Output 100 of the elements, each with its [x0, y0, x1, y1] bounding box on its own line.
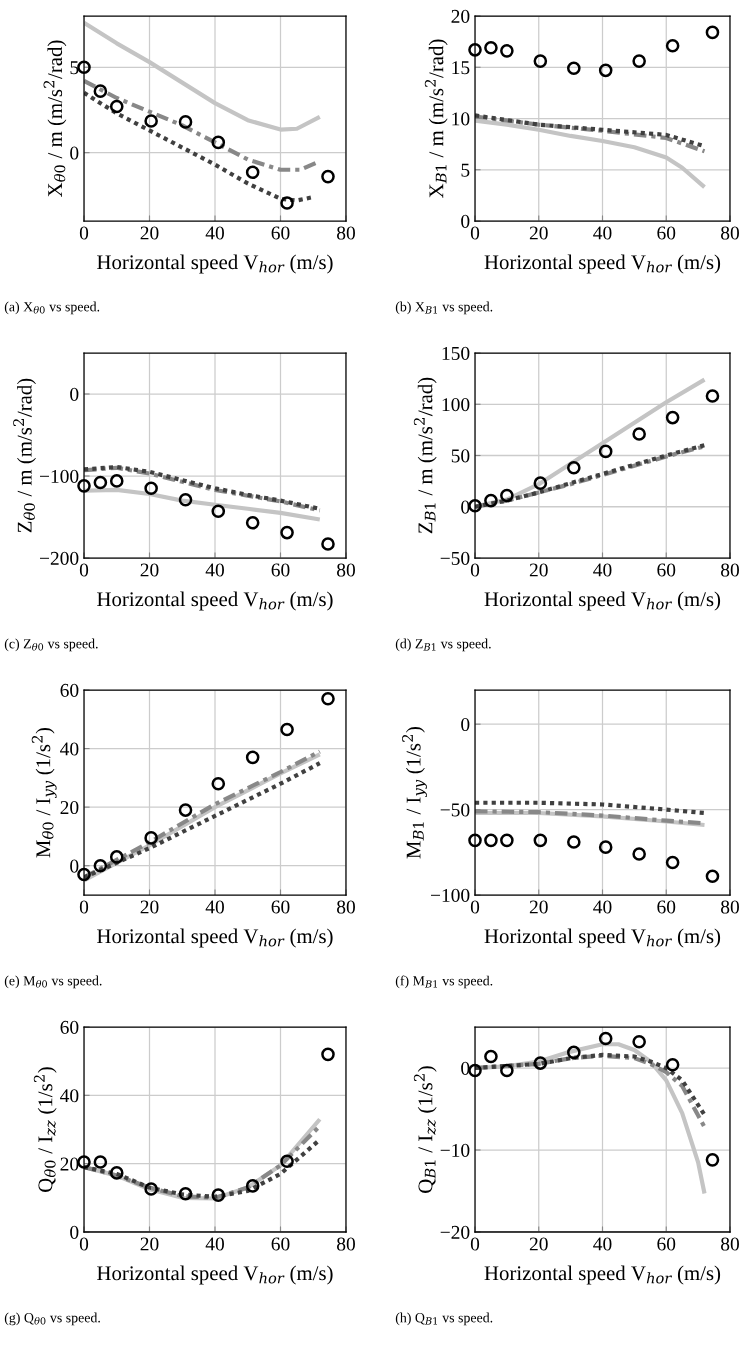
point	[567, 460, 581, 475]
x-tick-label: 80	[337, 1237, 355, 1251]
text: (c) Z$_{θ0}$ vs speed.	[4, 638, 98, 652]
x-tick-label: 80	[337, 226, 355, 240]
x-tick-label: 20	[140, 563, 159, 577]
point	[178, 1186, 193, 1201]
y-tick-label: 50	[451, 449, 470, 463]
point	[484, 40, 498, 55]
point	[93, 84, 108, 98]
y-tick-label: −50	[440, 551, 470, 565]
y-tick-label: −200	[39, 551, 79, 565]
x-tick-label: 20	[529, 900, 548, 914]
point	[665, 38, 680, 53]
point	[321, 537, 335, 551]
x-tick-label: 60	[271, 1237, 290, 1251]
x-tick-label: 40	[205, 1237, 224, 1251]
x-tick-label: 60	[271, 226, 290, 240]
text: (f) M$_{B1}$ vs speed.	[395, 975, 493, 989]
point	[705, 869, 720, 884]
point	[500, 488, 514, 503]
text: (a) X$_{θ0}$ vs speed.	[4, 301, 100, 315]
y-tick-label: 0	[70, 1225, 79, 1239]
x-tick-label: 20	[140, 226, 159, 240]
x-tick-label: 60	[657, 563, 676, 577]
x-tick-label: 40	[593, 900, 612, 914]
y-tick-label: 5	[70, 61, 79, 75]
point	[93, 1155, 108, 1169]
point	[598, 63, 613, 78]
point	[93, 475, 108, 490]
x-tick-label: 40	[593, 563, 612, 577]
point	[77, 479, 91, 493]
point	[321, 691, 335, 706]
x-tick-label: 80	[721, 563, 739, 577]
point	[484, 1049, 498, 1064]
x-tick-label: 20	[140, 1237, 159, 1251]
y-tick-label: 0	[461, 500, 470, 514]
point	[665, 410, 680, 425]
text: (b) X$_{B1}$ vs speed.	[395, 301, 493, 315]
point	[567, 835, 581, 849]
x-tick-label: 20	[140, 900, 159, 914]
point	[245, 750, 260, 765]
point	[468, 43, 482, 57]
y-axis-title: X$_{θ0}$ / m (m/s$^{2}$/rad)	[43, 40, 67, 197]
x-tick-label: 0	[470, 900, 480, 914]
point	[567, 1045, 581, 1060]
point	[705, 389, 720, 403]
point	[109, 1166, 124, 1180]
point	[533, 833, 548, 848]
point	[321, 1047, 335, 1062]
y-tick-label: 20	[60, 1157, 79, 1171]
y-tick-label: 15	[452, 61, 470, 75]
y-tick-label: −10	[440, 1143, 470, 1157]
y-axis-title: X$_{B1}$ / m (m/s$^{2}$/rad)	[424, 39, 448, 198]
x-axis-title: Horizontal speed V$_{hor}$ (m/s)	[484, 254, 721, 274]
point	[178, 492, 193, 507]
y-tick-label: 60	[60, 683, 79, 697]
point	[500, 1063, 514, 1078]
x-tick-label: 60	[657, 226, 676, 240]
x-tick-label: 60	[271, 563, 290, 577]
point	[632, 427, 646, 441]
y-axis-title: Q$_{θ0}$ / I$_{zz}$ (1/s$^{2}$)	[33, 1067, 57, 1192]
x-axis-title: Horizontal speed V$_{hor}$ (m/s)	[484, 1265, 721, 1285]
point	[468, 498, 482, 513]
point	[598, 444, 613, 459]
point	[178, 803, 193, 817]
x-tick-label: 40	[205, 226, 224, 240]
point	[245, 165, 260, 180]
y-tick-label: 0	[70, 146, 79, 160]
x-tick-label: 0	[470, 563, 480, 577]
point	[468, 833, 482, 848]
x-tick-label: 40	[205, 900, 224, 914]
x-axis-title: Horizontal speed V$_{hor}$ (m/s)	[97, 1265, 333, 1285]
x-tick-label: 0	[79, 563, 89, 577]
x-tick-label: 40	[205, 563, 224, 577]
point	[77, 867, 91, 882]
point	[533, 54, 548, 68]
text: (g) Q$_{θ0}$ vs speed.	[4, 1312, 100, 1326]
x-tick-label: 80	[721, 900, 739, 914]
x-tick-label: 0	[79, 1237, 89, 1251]
text: (d) Z$_{B1}$ vs speed.	[395, 638, 491, 652]
point	[280, 196, 294, 210]
point	[500, 44, 514, 58]
y-tick-label: 10	[452, 112, 470, 126]
point	[245, 1179, 260, 1193]
point	[280, 525, 294, 540]
point	[632, 847, 646, 861]
y-tick-label: 0	[70, 387, 79, 401]
y-tick-label: 150	[442, 346, 470, 360]
point	[211, 504, 226, 519]
point	[632, 54, 646, 68]
point	[109, 99, 124, 114]
text: (e) M$_{θ0}$ vs speed.	[4, 975, 102, 989]
point	[144, 831, 158, 845]
point	[500, 833, 514, 848]
point	[144, 114, 158, 128]
point	[211, 135, 226, 150]
point	[665, 855, 680, 870]
point	[598, 840, 613, 854]
point	[211, 776, 226, 791]
y-tick-label: −20	[440, 1225, 470, 1239]
